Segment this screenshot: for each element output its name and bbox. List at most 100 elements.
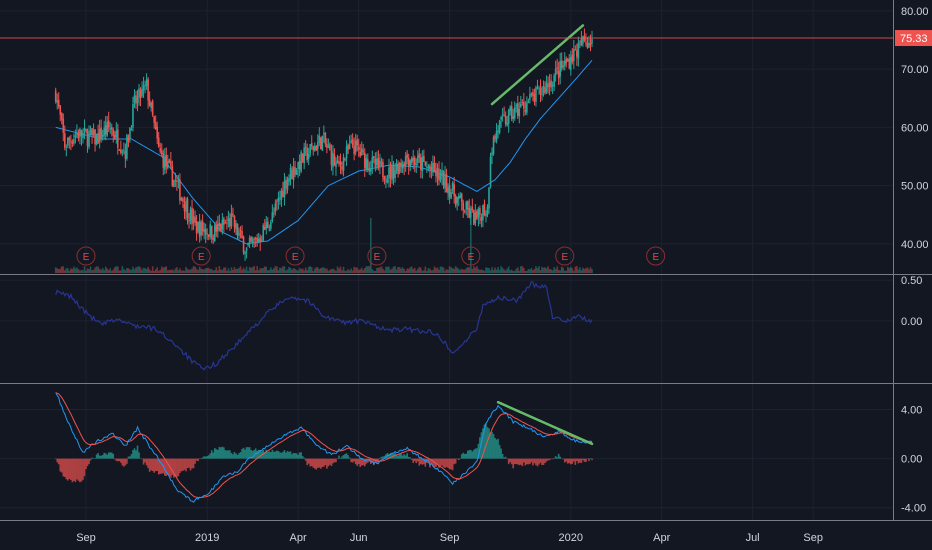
volume-bar — [577, 269, 580, 273]
candle-body — [185, 201, 187, 212]
candle-body — [188, 220, 190, 222]
macd-histogram-bar — [456, 458, 458, 460]
macd-histogram-bar — [410, 458, 413, 460]
macd-histogram-bar — [118, 458, 121, 462]
macd-histogram-bar — [466, 450, 469, 459]
macd-histogram-bar — [457, 458, 460, 461]
candle-body — [295, 169, 298, 176]
candle-body — [538, 87, 540, 89]
macd-histogram-bar — [529, 458, 531, 464]
macd-histogram-bar — [371, 458, 374, 463]
candle-body — [579, 40, 581, 42]
macd-histogram-bar — [391, 452, 393, 459]
volume-bar — [439, 266, 442, 273]
candle-body — [220, 223, 222, 232]
macd-histogram-bar — [220, 447, 222, 459]
volume-bar — [310, 267, 313, 273]
candle-body — [215, 226, 218, 232]
macd-histogram-bar — [215, 449, 218, 459]
x-tick-label: Jul — [746, 532, 760, 544]
candle-body — [156, 126, 159, 139]
volume-bar — [144, 268, 146, 273]
volume-bar — [471, 268, 474, 273]
candle-body — [471, 206, 474, 210]
macd-histogram-bar — [418, 458, 421, 466]
macd-histogram-bar — [588, 458, 590, 462]
volume-bar — [185, 267, 187, 273]
macd-histogram-bar — [223, 447, 225, 459]
macd-histogram-bar — [77, 458, 80, 481]
candle-body — [253, 238, 255, 240]
candle-body — [179, 179, 181, 201]
macd-histogram-bar — [277, 450, 280, 459]
macd-histogram-bar — [448, 458, 451, 470]
volume-bar — [171, 269, 174, 273]
volume-bar — [327, 270, 330, 273]
macd-histogram-bar — [495, 439, 498, 459]
candle-body — [103, 127, 105, 136]
volume-bar — [198, 266, 201, 273]
candle-body — [135, 95, 137, 104]
candle-body — [207, 235, 210, 238]
candle-body — [410, 158, 413, 163]
macd-histogram-bar — [306, 458, 308, 466]
volume-bar — [482, 270, 484, 273]
macd-histogram-bar — [445, 458, 448, 467]
volume-bar — [512, 270, 515, 273]
volume-bar — [170, 270, 172, 273]
volume-bar — [454, 266, 457, 273]
volume-bar — [92, 269, 95, 273]
macd-histogram-bar — [404, 455, 407, 459]
volume-bar — [176, 267, 178, 273]
macd-histogram-bar — [85, 458, 87, 470]
macd-histogram-bar — [407, 456, 410, 459]
candle-body — [274, 203, 277, 213]
volume-bar — [83, 266, 86, 273]
candle-body — [421, 157, 424, 171]
candles-layer — [54, 28, 593, 261]
volume-bar — [463, 269, 466, 273]
candle-body — [548, 81, 551, 87]
volume-bar — [365, 266, 368, 273]
candle-body — [398, 163, 401, 173]
candle-body — [115, 130, 118, 138]
macd-histogram-bar — [103, 452, 105, 459]
macd-histogram-bar — [301, 456, 304, 459]
macd-histogram-bar — [188, 458, 190, 468]
volume-bar — [300, 269, 302, 273]
candle-body — [174, 180, 177, 182]
volume-bar — [133, 269, 136, 273]
candle-body — [589, 42, 592, 45]
volume-bar — [88, 269, 90, 273]
volume-bar — [545, 268, 548, 273]
volume-bars — [54, 218, 593, 273]
y-tick-label-price: 40.00 — [901, 239, 929, 251]
macd-histogram-bar — [432, 458, 434, 467]
volume-bar — [498, 269, 501, 273]
macd-histogram-bar — [366, 458, 369, 463]
volume-bar — [392, 266, 395, 273]
volume-bar — [526, 270, 528, 273]
macd-histogram-bar — [97, 453, 99, 459]
candle-body — [423, 155, 425, 162]
volume-bar — [227, 268, 230, 273]
macd-histogram-bar — [153, 458, 155, 473]
macd-histogram-bar — [591, 458, 593, 461]
volume-bar — [542, 267, 545, 273]
macd-histogram-bar — [276, 450, 278, 459]
candle-body — [576, 50, 578, 57]
volume-bar — [438, 269, 440, 273]
candle-body — [312, 145, 315, 151]
macd-histogram-bar — [545, 458, 548, 462]
macd-histogram-bar — [450, 458, 452, 470]
candle-body — [310, 142, 313, 147]
volume-bar — [209, 269, 212, 273]
macd-histogram-bar — [312, 458, 315, 468]
volume-bar — [401, 267, 404, 273]
volume-bar — [120, 270, 122, 273]
candle-body — [441, 170, 443, 177]
volume-bar — [124, 270, 127, 273]
volume-bar — [413, 267, 416, 273]
volume-bar — [532, 270, 534, 273]
